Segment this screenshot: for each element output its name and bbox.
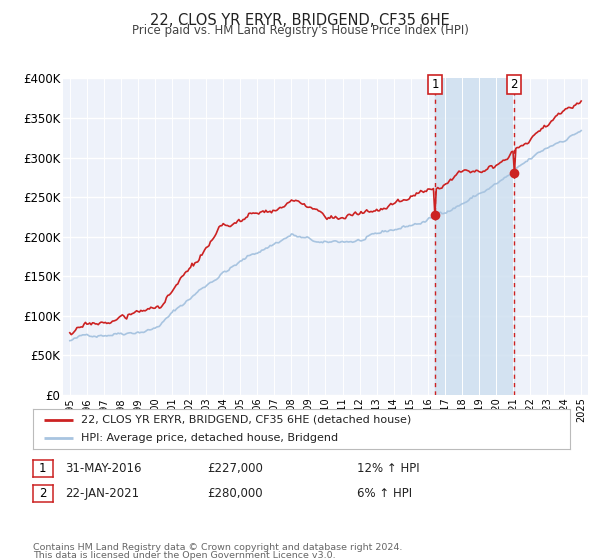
Text: 22, CLOS YR ERYR, BRIDGEND, CF35 6HE (detached house): 22, CLOS YR ERYR, BRIDGEND, CF35 6HE (de…	[82, 415, 412, 424]
Text: This data is licensed under the Open Government Licence v3.0.: This data is licensed under the Open Gov…	[33, 551, 335, 560]
Text: 6% ↑ HPI: 6% ↑ HPI	[357, 487, 412, 500]
Text: Contains HM Land Registry data © Crown copyright and database right 2024.: Contains HM Land Registry data © Crown c…	[33, 543, 403, 553]
Bar	[435, 78, 514, 395]
Text: 22-JAN-2021: 22-JAN-2021	[65, 487, 139, 500]
Text: HPI: Average price, detached house, Bridgend: HPI: Average price, detached house, Brid…	[82, 433, 338, 443]
Text: £280,000: £280,000	[207, 487, 263, 500]
Text: 1: 1	[39, 462, 47, 475]
Text: 22, CLOS YR ERYR, BRIDGEND, CF35 6HE: 22, CLOS YR ERYR, BRIDGEND, CF35 6HE	[150, 13, 450, 29]
Text: Price paid vs. HM Land Registry's House Price Index (HPI): Price paid vs. HM Land Registry's House …	[131, 24, 469, 37]
Text: 2: 2	[39, 487, 47, 500]
Text: 2: 2	[510, 78, 518, 91]
Text: 1: 1	[431, 78, 439, 91]
Text: 31-MAY-2016: 31-MAY-2016	[65, 462, 142, 475]
Text: 12% ↑ HPI: 12% ↑ HPI	[357, 462, 419, 475]
Text: £227,000: £227,000	[207, 462, 263, 475]
